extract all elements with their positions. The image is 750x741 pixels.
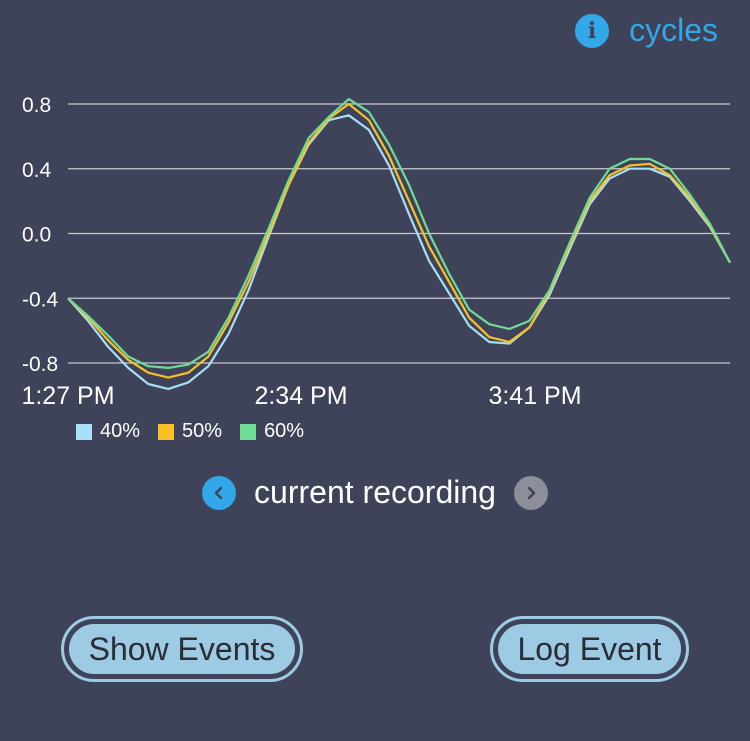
legend-label-60: 60%	[264, 420, 305, 442]
y-tick-label: 0.8	[22, 94, 51, 117]
y-tick-label: 0.4	[22, 159, 52, 182]
series-line-40	[67, 114, 731, 390]
legend-swatch-40	[76, 423, 92, 440]
show-events-label: Show Events	[69, 624, 295, 674]
x-tick-label: 2:34 PM	[254, 382, 347, 410]
x-tick-label: 3:41 PM	[488, 382, 581, 410]
chevron-right-icon	[527, 486, 536, 499]
legend-label-40: 40%	[100, 420, 141, 442]
legend-item-50: 50%	[158, 420, 222, 443]
legend-label-50: 50%	[182, 420, 223, 442]
previous-recording-button[interactable]	[202, 475, 237, 510]
recording-nav: current recording	[0, 474, 750, 511]
log-event-label: Log Event	[498, 624, 681, 674]
legend-item-40: 40%	[76, 420, 140, 443]
series-line-50	[67, 102, 731, 379]
legend-swatch-60	[240, 423, 257, 440]
top-bar: i cycles	[575, 12, 718, 49]
line-chart: 0.8 0.4 0.0 -0.4 -0.8 1:27 PM 2:34 PM 3:41 PM	[21, 94, 731, 410]
y-tick-label: -0.4	[22, 288, 59, 311]
cycles-link[interactable]: cycles	[629, 12, 718, 48]
y-tick-label: 0.0	[22, 224, 51, 247]
chart-legend: 40% 50% 60%	[76, 420, 304, 443]
legend-item-60: 60%	[240, 420, 304, 443]
info-icon[interactable]: i	[575, 13, 610, 48]
show-events-button[interactable]: Show Events	[61, 616, 303, 682]
next-recording-button[interactable]	[513, 475, 548, 510]
x-tick-label: 1:27 PM	[21, 382, 114, 410]
y-tick-label: -0.8	[22, 353, 58, 376]
legend-swatch-50	[158, 423, 175, 440]
chevron-left-icon	[214, 486, 223, 499]
log-event-button[interactable]: Log Event	[490, 616, 689, 682]
recording-label: current recording	[254, 474, 496, 510]
series-line-60	[67, 98, 731, 369]
